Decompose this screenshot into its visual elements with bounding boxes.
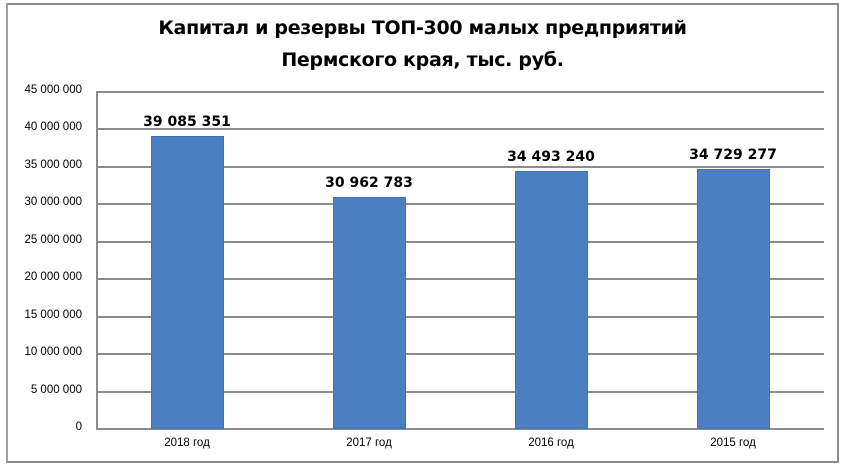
bar-value-label: 34 729 277 (689, 146, 777, 163)
bar-value-label: 34 493 240 (507, 148, 595, 165)
y-tick-label: 0 (75, 421, 82, 433)
chart-title-line-1: Капитал и резервы ТОП-300 малых предприя… (158, 17, 687, 39)
x-tick-label: 2016 год (528, 437, 574, 449)
x-tick-label: 2017 год (346, 437, 392, 449)
gridline (96, 353, 824, 356)
y-tick-label: 20 000 000 (24, 271, 82, 284)
x-tick-label: 2015 год (710, 437, 756, 449)
y-tick-label: 15 000 000 (24, 308, 82, 321)
gridline (96, 203, 824, 206)
y-tick-label: 30 000 000 (24, 196, 82, 209)
bar-value-label: 30 962 783 (325, 175, 413, 192)
gridline (96, 390, 824, 393)
gridline (96, 428, 824, 430)
x-tick-label: 2018 год (164, 437, 210, 449)
y-tick-label: 10 000 000 (24, 346, 82, 359)
chart-title-line-2: Пермского края, тыс. руб. (281, 49, 564, 71)
bar-2016 (514, 170, 588, 429)
bar-2015 (696, 168, 770, 429)
y-axis-line (96, 92, 98, 429)
plot-area (96, 91, 824, 430)
gridline (96, 128, 824, 131)
gridline (96, 278, 824, 281)
y-tick-label: 5 000 000 (30, 383, 82, 396)
gridline (96, 240, 824, 243)
gridline (96, 165, 824, 168)
bar-2017 (332, 197, 406, 429)
gridline (96, 91, 824, 93)
y-tick-label: 40 000 000 (24, 121, 82, 134)
bar-value-label: 39 085 351 (143, 114, 231, 131)
y-tick-label: 25 000 000 (24, 233, 82, 246)
y-tick-label: 35 000 000 (24, 158, 82, 171)
chart-title: Капитал и резервы ТОП-300 малых предприя… (0, 12, 845, 76)
bar-2018 (150, 136, 224, 429)
gridline (96, 315, 824, 318)
y-tick-label: 45 000 000 (24, 84, 82, 96)
